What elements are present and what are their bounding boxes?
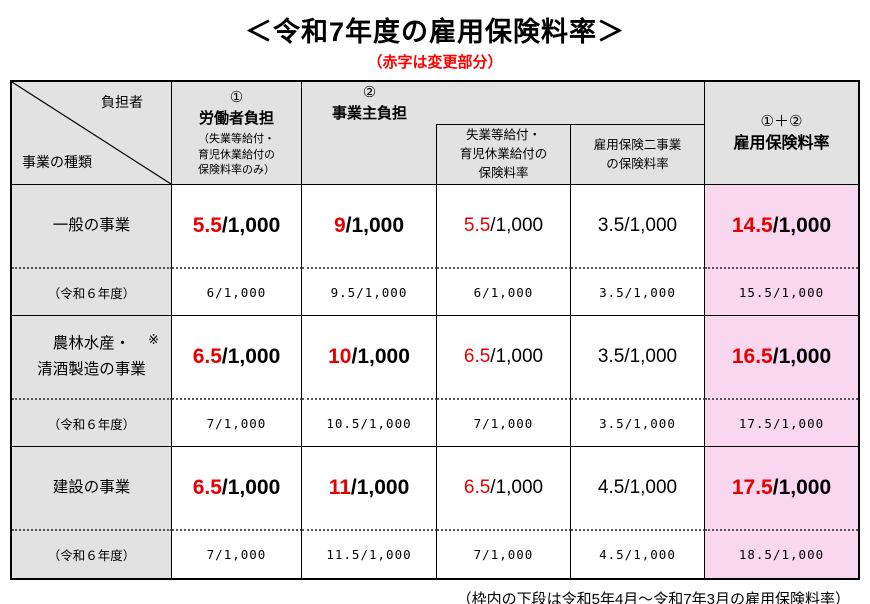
rate-number: 17.5 [731, 476, 773, 499]
rate-cell: 11/1,000 [302, 447, 437, 531]
total-rate-title: 雇用保険料率 [733, 134, 830, 152]
rate-cell: 4.5/1,000 [571, 447, 705, 531]
previous-year-label: （令和６年度） [12, 531, 172, 578]
previous-rate-cell: 18.5/1,000 [705, 531, 858, 578]
rate-denominator: /1,000 [624, 346, 678, 367]
previous-rate-cell: 7/1,000 [437, 400, 571, 447]
rate-denominator: /1,000 [772, 345, 832, 368]
rate-denominator: /1,000 [221, 214, 281, 237]
business-type-label: 建設の事業 [12, 447, 172, 531]
rate-denominator: /1,000 [221, 476, 281, 499]
rate-denominator: /1,000 [351, 345, 410, 368]
rate-number: 6.5 [463, 346, 491, 367]
employer-burden-header: ② 事業主負担 [302, 82, 705, 124]
reference-mark: ※ [148, 332, 159, 347]
employer-header-extension [302, 124, 437, 185]
previous-rate-cell: 7/1,000 [172, 531, 302, 578]
rate-cell: 6.5/1,000 [437, 447, 571, 531]
red-text-note: （赤字は変更部分） [367, 54, 503, 71]
rate-cell: 6.5/1,000 [172, 447, 302, 531]
insurance-rate-table: 負担者 事業の種類 ① 労働者負担 （失業等給付・ 育児休業給付の 保険料率のみ… [10, 80, 860, 580]
rate-number: 6.5 [192, 476, 222, 499]
rate-number: 5.5 [463, 215, 491, 236]
employer-burden-inner: ② 事業主負担 [302, 82, 437, 124]
rate-cell: 3.5/1,000 [571, 316, 705, 400]
rate-cell: 5.5/1,000 [437, 185, 571, 269]
previous-rate-cell: 10.5/1,000 [302, 400, 437, 447]
page-title: ＜令和7年度の雇用保険料率＞ [244, 17, 625, 47]
diagonal-line [12, 82, 171, 184]
rate-cell: 6.5/1,000 [172, 316, 302, 400]
rate-denominator: /1,000 [350, 476, 410, 499]
rate-denominator: /1,000 [490, 477, 544, 498]
rate-denominator: /1,000 [772, 476, 832, 499]
business-type-text: 建設の事業 [52, 478, 131, 496]
rate-denominator: /1,000 [624, 215, 678, 236]
rate-number: 6.5 [463, 477, 491, 498]
burden-party-label: 負担者 [101, 94, 143, 110]
rate-cell: 6.5/1,000 [437, 316, 571, 400]
unemployment-benefit-rate-subheader: 失業等給付・ 育児休業給付の 保険料率 [437, 124, 571, 185]
worker-burden-header: ① 労働者負担 （失業等給付・ 育児休業給付の 保険料率のみ） [172, 82, 302, 185]
worker-burden-title: 労働者負担 [198, 110, 274, 128]
rate-cell: 17.5/1,000 [705, 447, 858, 531]
employer-burden-title: 事業主負担 [331, 105, 407, 122]
business-type-text: 農林水産・ 清酒製造の事業 [37, 334, 146, 378]
previous-rate-cell: 3.5/1,000 [571, 400, 705, 447]
business-kind-label: 事業の種類 [22, 154, 92, 170]
previous-rate-cell: 4.5/1,000 [571, 531, 705, 578]
previous-rate-cell: 6/1,000 [172, 269, 302, 316]
rate-number: 16.5 [731, 345, 773, 368]
previous-year-label: （令和６年度） [12, 400, 172, 447]
previous-rate-cell: 11.5/1,000 [302, 531, 437, 578]
rate-number: 11 [328, 476, 351, 499]
total-rate-header: ①＋② 雇用保険料率 [705, 82, 858, 185]
rate-denominator: /1,000 [624, 477, 678, 498]
rate-denominator: /1,000 [490, 346, 544, 367]
business-type-text: 一般の事業 [52, 216, 131, 234]
rate-cell: 5.5/1,000 [172, 185, 302, 269]
rate-number: 9 [333, 214, 346, 237]
two-services-rate-subheader: 雇用保険二事業 の保険料率 [571, 124, 705, 185]
previous-year-label: （令和６年度） [12, 269, 172, 316]
previous-rate-cell: 6/1,000 [437, 269, 571, 316]
rate-denominator: /1,000 [345, 214, 405, 237]
footnote: （枠内の下段は令和5年4月～令和7年3月の雇用保険料率） [456, 591, 850, 604]
business-type-label: 一般の事業 [12, 185, 172, 269]
rate-number: 14.5 [731, 214, 773, 237]
circle-2-icon: ② [362, 84, 377, 101]
rate-cell: 3.5/1,000 [571, 185, 705, 269]
rate-number: 10 [328, 345, 352, 368]
rate-number: 5.5 [192, 214, 222, 237]
circle-1-icon: ① [229, 89, 244, 107]
previous-rate-cell: 17.5/1,000 [705, 400, 858, 447]
rate-number: 4.5 [597, 477, 625, 498]
rate-number: 3.5 [597, 346, 625, 367]
rate-number: 3.5 [597, 215, 625, 236]
previous-rate-cell: 3.5/1,000 [571, 269, 705, 316]
previous-rate-cell: 7/1,000 [437, 531, 571, 578]
corner-cell: 負担者 事業の種類 [12, 82, 172, 185]
rate-cell: 16.5/1,000 [705, 316, 858, 400]
rate-cell: 9/1,000 [302, 185, 437, 269]
rate-denominator: /1,000 [490, 215, 544, 236]
rate-denominator: /1,000 [772, 214, 832, 237]
rate-number: 6.5 [192, 345, 222, 368]
circle-1-plus-2-icon: ①＋② [760, 112, 803, 130]
business-type-label: 農林水産・ 清酒製造の事業 ※ [12, 316, 172, 400]
rate-cell: 10/1,000 [302, 316, 437, 400]
previous-rate-cell: 9.5/1,000 [302, 269, 437, 316]
previous-rate-cell: 7/1,000 [172, 400, 302, 447]
worker-burden-note: （失業等給付・ 育児休業給付の 保険料率のみ） [198, 133, 275, 177]
rate-cell: 14.5/1,000 [705, 185, 858, 269]
rate-denominator: /1,000 [221, 345, 281, 368]
previous-rate-cell: 15.5/1,000 [705, 269, 858, 316]
